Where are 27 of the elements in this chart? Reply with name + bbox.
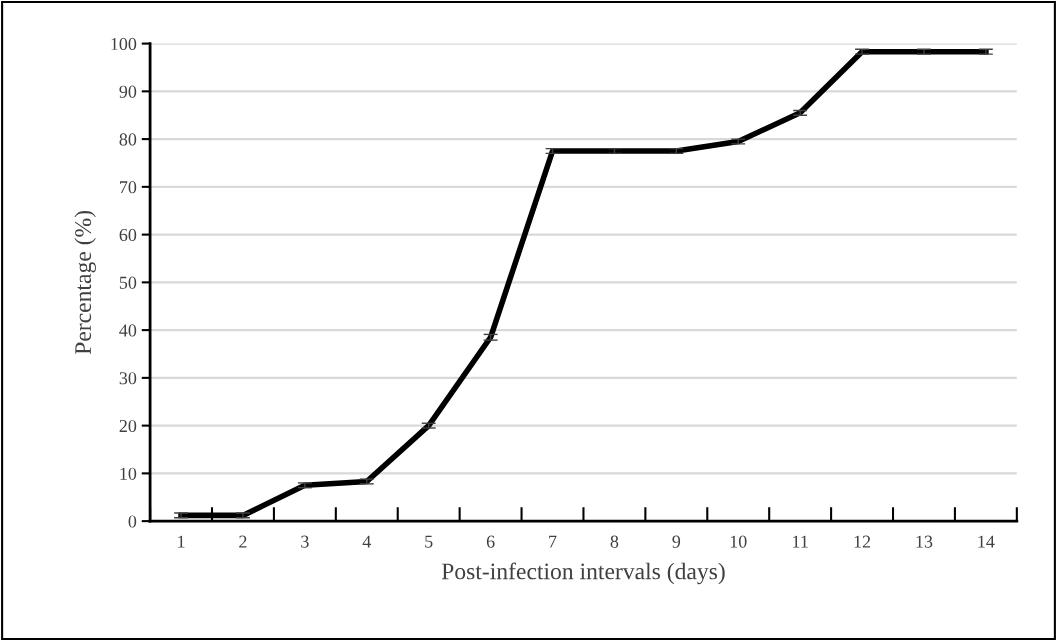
x-tick-label: 5 [425,535,433,548]
x-tick-label: 13 [916,535,933,548]
y-tick-label: 30 [119,372,137,385]
y-tick-label: 60 [119,228,137,242]
x-tick-label: 14 [978,535,995,548]
y-tick-label: 50 [119,276,137,289]
x-tick-label: 2 [239,535,247,548]
x-tick-label: 8 [610,535,619,548]
y-tick-label: 20 [119,419,137,433]
y-tick-label: 10 [120,467,137,480]
y-tick-label: 80 [119,133,137,146]
y-tick-label: 100 [111,37,137,51]
x-tick-label: 9 [672,535,681,548]
x-tick-label: 12 [854,535,871,548]
y-tick-label: 90 [119,85,137,98]
x-axis-title: Post-infection intervals (days) [441,562,725,585]
y-axis-title: Percentage (%) [74,210,96,355]
x-tick-label: 11 [793,535,808,548]
x-tick-label: 6 [486,535,495,548]
y-tick-label: 40 [119,324,137,337]
x-tick-label: 10 [730,535,747,548]
x-tick-label: 3 [301,535,309,548]
x-tick-label: 1 [178,535,185,548]
y-tick-label: 70 [120,181,137,194]
x-tick-label: 4 [362,535,372,548]
y-tick-label: 0 [128,515,137,528]
x-tick-label: 7 [549,535,557,548]
